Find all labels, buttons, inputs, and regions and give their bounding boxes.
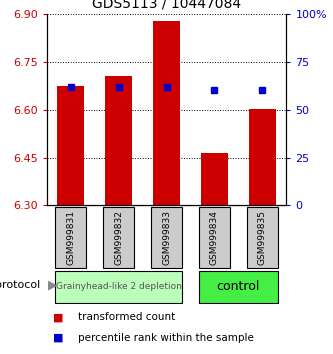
FancyBboxPatch shape bbox=[55, 207, 86, 268]
Text: GSM999834: GSM999834 bbox=[210, 210, 219, 265]
Text: GSM999835: GSM999835 bbox=[258, 210, 267, 265]
Text: protocol: protocol bbox=[0, 280, 40, 290]
Text: ■: ■ bbox=[53, 312, 64, 322]
Bar bbox=[57, 86, 84, 205]
Text: GSM999832: GSM999832 bbox=[114, 210, 123, 265]
FancyBboxPatch shape bbox=[151, 207, 182, 268]
FancyBboxPatch shape bbox=[247, 207, 278, 268]
Text: control: control bbox=[217, 280, 260, 292]
Bar bbox=[105, 76, 132, 205]
FancyBboxPatch shape bbox=[199, 271, 278, 303]
FancyBboxPatch shape bbox=[199, 207, 230, 268]
FancyBboxPatch shape bbox=[55, 271, 182, 303]
Text: ▶: ▶ bbox=[48, 279, 58, 291]
Text: Grainyhead-like 2 depletion: Grainyhead-like 2 depletion bbox=[56, 281, 181, 291]
Text: percentile rank within the sample: percentile rank within the sample bbox=[78, 332, 254, 343]
Text: GSM999831: GSM999831 bbox=[66, 210, 75, 265]
Text: ■: ■ bbox=[53, 332, 64, 343]
FancyBboxPatch shape bbox=[103, 207, 134, 268]
Bar bbox=[201, 153, 228, 205]
Bar bbox=[153, 21, 180, 205]
Title: GDS5113 / 10447084: GDS5113 / 10447084 bbox=[92, 0, 241, 10]
Text: transformed count: transformed count bbox=[78, 312, 175, 322]
Text: GSM999833: GSM999833 bbox=[162, 210, 171, 265]
Bar bbox=[249, 109, 276, 205]
